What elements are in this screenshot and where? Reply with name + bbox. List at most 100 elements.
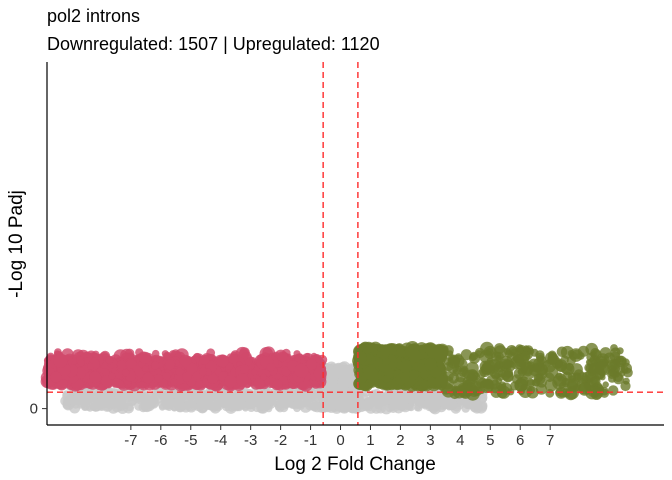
point-upregulated: [353, 351, 367, 365]
point-upregulated: [523, 345, 530, 352]
point-upregulated: [517, 368, 524, 375]
point-not-significant: [406, 403, 414, 411]
point-downregulated: [108, 372, 116, 380]
point-downregulated: [77, 359, 85, 367]
point-upregulated: [502, 371, 514, 382]
point-upregulated: [569, 348, 583, 362]
point-downregulated: [50, 371, 62, 383]
point-upregulated: [408, 370, 419, 380]
point-upregulated: [547, 352, 558, 362]
point-not-significant: [339, 376, 348, 385]
point-not-significant: [296, 401, 305, 410]
point-not-significant: [443, 398, 455, 410]
point-upregulated: [560, 355, 569, 364]
point-upregulated: [622, 377, 630, 385]
point-not-significant: [339, 365, 351, 377]
point-upregulated: [376, 351, 383, 358]
point-upregulated: [610, 344, 618, 352]
point-downregulated: [266, 363, 276, 372]
points-layer: [40, 341, 633, 415]
point-downregulated: [306, 359, 317, 370]
x-tick-label: 7: [546, 432, 554, 449]
point-upregulated: [608, 385, 619, 396]
point-upregulated: [545, 388, 555, 398]
point-not-significant: [340, 395, 353, 407]
point-not-significant: [186, 400, 195, 409]
point-not-significant: [196, 399, 204, 406]
point-downregulated: [139, 351, 152, 364]
point-upregulated: [621, 358, 630, 367]
point-upregulated: [475, 350, 482, 357]
point-upregulated: [503, 359, 510, 366]
point-downregulated: [206, 348, 216, 358]
point-upregulated: [495, 382, 503, 390]
point-not-significant: [347, 389, 355, 397]
point-not-significant: [144, 400, 155, 412]
point-upregulated: [421, 380, 429, 388]
point-upregulated: [430, 366, 442, 378]
point-upregulated: [520, 351, 531, 362]
point-upregulated: [544, 365, 559, 380]
point-not-significant: [379, 394, 391, 406]
point-not-significant: [260, 402, 270, 412]
point-downregulated: [154, 374, 163, 383]
point-downregulated: [294, 363, 309, 378]
point-not-significant: [66, 394, 75, 403]
y-tick-label: 0: [30, 401, 38, 418]
point-upregulated: [526, 378, 535, 386]
point-downregulated: [253, 378, 265, 390]
point-downregulated: [224, 375, 237, 388]
point-downregulated: [207, 373, 218, 384]
point-downregulated: [199, 355, 210, 365]
point-downregulated: [186, 362, 198, 375]
point-downregulated: [260, 373, 267, 381]
point-upregulated: [600, 386, 609, 396]
point-not-significant: [400, 391, 411, 402]
point-downregulated: [299, 378, 313, 392]
point-upregulated: [602, 381, 609, 388]
point-not-significant: [129, 394, 136, 401]
point-upregulated: [613, 372, 623, 382]
point-not-significant: [319, 399, 331, 411]
point-not-significant: [251, 401, 263, 413]
point-downregulated: [182, 371, 192, 382]
point-not-significant: [245, 401, 253, 409]
x-tick-label: -4: [214, 432, 227, 449]
point-downregulated: [195, 380, 203, 388]
x-tick-label: 5: [486, 432, 494, 449]
point-upregulated: [590, 388, 603, 400]
point-upregulated: [603, 352, 615, 364]
point-upregulated: [483, 378, 494, 390]
point-not-significant: [243, 389, 256, 401]
point-downregulated: [92, 350, 100, 358]
point-downregulated: [179, 354, 192, 367]
x-tick-label: -7: [124, 432, 137, 449]
axis-ticks: -7 -6 -5 -4 -3 -2 -1 0 1 2 3 4 5 6 7 0: [30, 401, 555, 449]
point-upregulated: [573, 369, 585, 380]
point-not-significant: [471, 402, 483, 414]
point-not-significant: [399, 401, 409, 411]
point-downregulated: [59, 379, 68, 389]
point-upregulated: [527, 361, 535, 369]
point-upregulated: [446, 350, 454, 357]
x-tick-label: 1: [366, 432, 374, 449]
point-upregulated: [404, 346, 416, 358]
point-upregulated: [555, 360, 563, 368]
point-not-significant: [424, 397, 434, 407]
point-not-significant: [308, 399, 319, 411]
point-upregulated: [482, 360, 496, 373]
y-axis-title: -Log 10 Padj: [6, 190, 27, 298]
point-upregulated: [424, 357, 437, 370]
point-upregulated: [363, 366, 378, 381]
x-tick-label: -2: [274, 432, 287, 449]
point-not-significant: [292, 394, 301, 403]
point-upregulated: [491, 370, 500, 380]
point-downregulated: [122, 369, 130, 377]
point-upregulated: [522, 365, 537, 379]
point-upregulated: [510, 348, 519, 357]
point-upregulated: [367, 342, 378, 353]
x-tick-label: 4: [456, 432, 464, 449]
point-upregulated: [420, 370, 429, 379]
point-upregulated: [440, 376, 454, 390]
